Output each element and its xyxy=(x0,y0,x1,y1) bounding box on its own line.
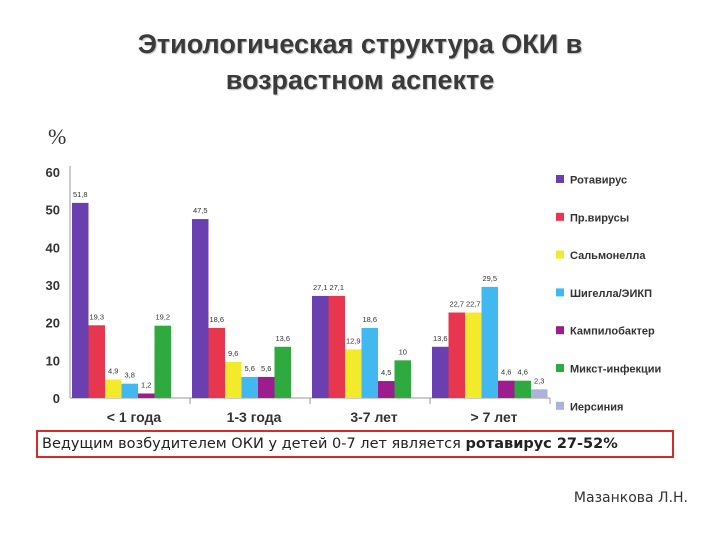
y-tick-label: 0 xyxy=(53,391,60,406)
bar xyxy=(531,389,548,398)
bar xyxy=(312,295,329,398)
bar xyxy=(361,327,378,398)
bar xyxy=(378,381,395,398)
x-tick-label: 3-7 лет xyxy=(350,409,397,425)
bar xyxy=(498,380,515,398)
data-label: 5,6 xyxy=(261,364,271,373)
bar xyxy=(394,360,411,398)
bar xyxy=(88,325,105,398)
x-tick-label: < 1 года xyxy=(107,409,162,425)
bar xyxy=(121,383,138,398)
bar xyxy=(138,393,155,398)
slide-title-line1: Этиологическая структура ОКИ в xyxy=(137,29,583,59)
author-credit: Мазанкова Л.Н. xyxy=(573,490,688,506)
bar xyxy=(225,361,242,398)
data-label: 5,6 xyxy=(245,364,255,373)
x-tick-label: > 7 лет xyxy=(471,409,518,425)
data-label: 9,6 xyxy=(228,349,238,358)
data-label: 18,6 xyxy=(362,315,377,324)
y-tick-label: 30 xyxy=(46,278,60,293)
bar xyxy=(241,376,258,398)
data-label: 19,3 xyxy=(89,312,104,321)
legend-label: Микст-инфекции xyxy=(570,364,661,376)
data-label: 13,6 xyxy=(275,334,290,343)
legend-swatch xyxy=(556,288,564,297)
bar xyxy=(258,376,275,398)
bar-chart: 0 10 20 30 40 50 60 51,8 19,3 4,9 3,8 1,2 19,2 < 1 го… xyxy=(46,165,662,425)
data-label: 12,9 xyxy=(346,336,361,345)
legend-swatch xyxy=(556,212,564,221)
legend-swatch xyxy=(556,364,564,372)
data-label: 27,1 xyxy=(313,283,328,292)
data-label: 2,3 xyxy=(534,376,544,385)
legend-label: Кампилобактер xyxy=(570,326,655,338)
data-label: 19,2 xyxy=(155,313,170,322)
data-label: 47,5 xyxy=(193,206,208,215)
legend-swatch xyxy=(556,326,564,335)
y-tick-label: 60 xyxy=(46,165,60,180)
data-label: 4,9 xyxy=(108,367,118,376)
conclusion-text: Ведущим возбудителем ОКИ у детей 0-7 лет… xyxy=(42,436,466,452)
data-label: 4,6 xyxy=(518,368,528,377)
legend-swatch xyxy=(556,401,564,410)
bar xyxy=(192,219,209,398)
bar xyxy=(448,312,465,398)
y-tick-label: 50 xyxy=(46,203,60,218)
data-label: 4,6 xyxy=(501,368,511,377)
bar xyxy=(208,327,225,398)
legend-label: Шигелла/ЭИКП xyxy=(570,288,652,300)
bar xyxy=(154,325,171,398)
bar xyxy=(274,346,291,398)
conclusion-box: Ведущим возбудителем ОКИ у детей 0-7 лет… xyxy=(36,430,674,458)
legend-label: Иерсиния xyxy=(570,401,623,413)
legend-label: Ротавирус xyxy=(570,175,627,187)
data-label: 29,5 xyxy=(482,274,497,283)
data-label: 4,5 xyxy=(381,368,391,377)
legend-swatch xyxy=(556,250,564,259)
y-tick-label: 40 xyxy=(46,240,60,255)
data-label: 22,7 xyxy=(466,299,481,308)
data-label: 51,8 xyxy=(73,190,88,199)
bar xyxy=(105,379,122,398)
legend-swatch xyxy=(556,175,564,183)
bar xyxy=(465,312,482,398)
data-label: 10 xyxy=(399,347,407,356)
legend-label: Пр.вирусы xyxy=(570,212,629,224)
bar xyxy=(328,295,345,398)
x-tick-label: 1-3 года xyxy=(227,409,282,425)
slide-title: Этиологическая структура ОКИ в возрастно… xyxy=(0,26,720,98)
bar xyxy=(72,202,89,398)
y-unit-label: % xyxy=(48,124,67,149)
conclusion-highlight: ротавирус 27-52% xyxy=(465,436,618,452)
data-label: 1,2 xyxy=(141,380,151,389)
bar xyxy=(432,346,449,398)
slide-title-line2: возрастном аспекте xyxy=(225,65,495,95)
bar xyxy=(345,349,362,398)
data-label: 18,6 xyxy=(209,315,224,324)
y-tick-label: 10 xyxy=(46,353,60,368)
data-label: 22,7 xyxy=(449,299,464,308)
bar xyxy=(514,380,531,398)
data-label: 3,8 xyxy=(125,371,135,380)
data-label: 27,1 xyxy=(329,283,344,292)
data-label: 13,6 xyxy=(433,334,448,343)
legend-label: Сальмонелла xyxy=(570,250,646,262)
bar xyxy=(481,286,498,398)
y-tick-label: 20 xyxy=(46,316,60,331)
